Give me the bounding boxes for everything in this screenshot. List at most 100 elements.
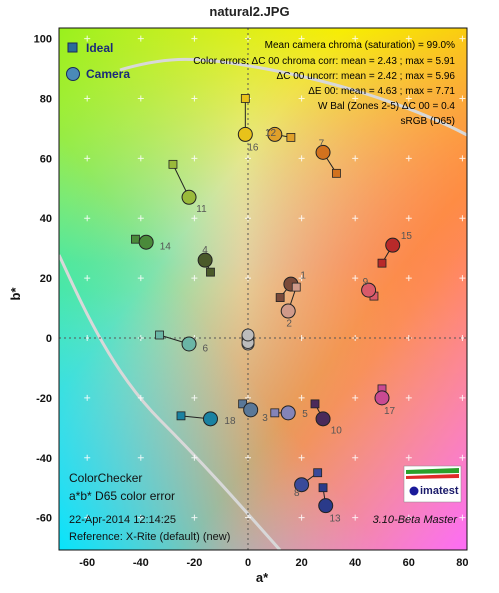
x-tick-label: 0 (245, 557, 251, 569)
camera-point-9 (361, 282, 377, 298)
grid-marker (298, 394, 305, 401)
grid-marker (405, 394, 412, 401)
grid-marker (405, 155, 412, 162)
patch-label-6: 6 (203, 343, 209, 354)
y-tick-label: -20 (36, 393, 52, 405)
grid-marker (352, 454, 359, 461)
patch-label-9: 9 (363, 277, 369, 288)
grid-marker (298, 95, 305, 102)
y-tick-label: -40 (36, 453, 52, 465)
patch-label-3: 3 (262, 413, 268, 424)
x-tick-label: 20 (295, 557, 307, 569)
grid-marker (84, 155, 91, 162)
grid-marker (352, 514, 359, 521)
grid-marker (84, 394, 91, 401)
camera-point-11 (181, 189, 197, 205)
y-tick-labels: 100 80 60 40 20 0 -20 -40 -60 (34, 34, 52, 525)
camera-point-12 (267, 126, 283, 142)
version-label: 3.10-Beta Master (373, 514, 459, 526)
grid-marker (84, 454, 91, 461)
camera-point-7 (315, 144, 331, 160)
camera-point-2 (280, 303, 296, 319)
camera-point-18 (202, 411, 218, 427)
gamut-curve-left (59, 254, 282, 550)
ideal-point-8 (313, 468, 323, 478)
legend: Ideal Camera (66, 41, 130, 81)
grid-marker (405, 275, 412, 282)
patch-label-1: 1 (300, 271, 306, 282)
zero-axes (59, 28, 467, 550)
plot-frame (58, 27, 468, 551)
gamut-curve-top (119, 57, 467, 137)
ideal-point-6 (155, 330, 164, 340)
ideal-point-13 (318, 483, 328, 493)
camera-point-4 (197, 252, 213, 268)
patch-label-15: 15 (401, 231, 413, 242)
grid-marker (298, 215, 305, 222)
y-tick-label: 100 (34, 34, 52, 46)
grid-marker (137, 275, 144, 282)
info-chroma: Mean camera chroma (saturation) = 99.0% (265, 40, 455, 51)
camera-point-10 (315, 411, 331, 427)
grid-marker (137, 394, 144, 401)
camera-point-15 (385, 237, 401, 253)
error-vectors (131, 94, 401, 514)
grid-marker (352, 275, 359, 282)
y-tick-label: 60 (40, 153, 52, 165)
grid-marker (84, 215, 91, 222)
patch-label-10: 10 (331, 425, 343, 436)
patch-label-4: 4 (202, 245, 208, 256)
grid-marker (191, 155, 198, 162)
x-tick-label: -40 (133, 557, 149, 569)
camera-point-3 (243, 402, 259, 418)
camera-point-5 (280, 405, 296, 421)
info-wbal: W Bal (Zones 2-5) ΔC 00 = 0.4 (318, 101, 455, 112)
ideal-point-5 (270, 408, 280, 418)
legend-ideal-marker (67, 42, 78, 53)
grid-marker (84, 95, 91, 102)
legend-camera-label: Camera (86, 67, 130, 81)
info-dc-uncorr: ΔC 00 uncorr: mean = 2.42 ; max = 5.96 (277, 71, 456, 82)
x-axis-label: a* (256, 570, 269, 585)
ideal-point-10 (310, 399, 320, 409)
neutral-point (241, 328, 255, 342)
camera-point-13 (318, 498, 334, 514)
grid-marker (191, 35, 198, 42)
patch-label-16: 16 (247, 142, 259, 153)
patch-label-11: 11 (196, 204, 207, 215)
grid-marker (405, 95, 412, 102)
grid-marker (459, 155, 466, 162)
y-axis-label: b* (8, 287, 23, 301)
grid-marker (191, 394, 198, 401)
footer-block: ColorChecker a*b* D65 color error 22-Apr… (69, 471, 458, 543)
grid-markers (84, 35, 466, 521)
grid-marker (352, 95, 359, 102)
patch-label-17: 17 (384, 406, 396, 417)
grid-marker (352, 35, 359, 42)
footer-title-1: ColorChecker (69, 471, 142, 485)
grid-marker (352, 394, 359, 401)
camera-point-14 (138, 234, 154, 250)
camera-point-17 (374, 390, 390, 406)
grid-marker (137, 95, 144, 102)
y-tick-label: -60 (36, 513, 52, 525)
ideal-point-7 (332, 168, 341, 178)
grid-marker (298, 155, 305, 162)
x-tick-label: -20 (186, 557, 202, 569)
footer-title-2: a*b* D65 color error (69, 489, 175, 503)
grid-marker (405, 215, 412, 222)
patch-label-13: 13 (329, 514, 341, 525)
patch-label-14: 14 (160, 241, 172, 252)
x-tick-label: -60 (79, 557, 95, 569)
chart-title: natural2.JPG (209, 4, 290, 19)
grid-marker (298, 275, 305, 282)
grid-marker (352, 215, 359, 222)
info-dc-corr: Color errors: ΔC 00 chroma corr: mean = … (193, 56, 455, 67)
info-de: ΔE 00: mean = 4.63 ; max = 7.71 (308, 86, 455, 97)
ideal-point-15 (377, 258, 387, 268)
grid-marker (459, 454, 466, 461)
grid-marker (459, 215, 466, 222)
